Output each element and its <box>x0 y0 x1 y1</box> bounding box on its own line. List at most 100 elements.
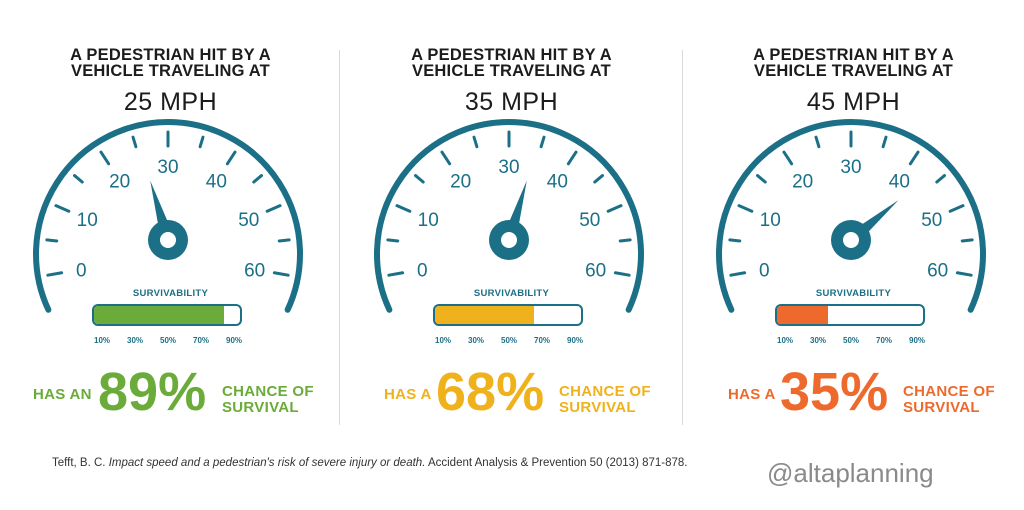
gauge-speed-label: 20 <box>792 171 813 192</box>
gauge-speed-label: 0 <box>76 260 87 281</box>
gauge-arc <box>374 119 644 313</box>
result-suffix: CHANCE OF SURVIVAL <box>559 384 651 416</box>
bar-tick: 70% <box>192 336 210 345</box>
panel-divider <box>682 50 683 425</box>
speedometer-gauge: 0 10 20 30 40 50 60 <box>716 119 986 313</box>
result-prefix: HAS A <box>728 386 776 403</box>
heading-line-1: A PEDESTRIAN HIT BY A <box>753 46 954 64</box>
gauge-major-tick <box>613 271 631 277</box>
gauge-major-tick <box>54 204 71 213</box>
gauge-major-tick <box>729 271 747 277</box>
gauge-minor-tick <box>935 174 946 184</box>
watermark: @altaplanning <box>767 458 934 488</box>
gauge-needle <box>846 200 899 246</box>
result-suffix-line-2: SURVIVAL <box>222 399 299 416</box>
gauge-minor-tick <box>252 174 263 184</box>
bar-tick: 30% <box>126 336 144 345</box>
result-percent: 89% <box>98 362 207 422</box>
gauge-minor-tick <box>960 238 974 243</box>
survivability-bar-fill <box>435 306 535 324</box>
gauge-minor-tick <box>131 135 138 149</box>
panel-divider <box>339 50 340 425</box>
result-suffix-line-1: CHANCE OF <box>903 383 995 400</box>
gauge-major-tick <box>387 271 405 277</box>
result-suffix: CHANCE OF SURVIVAL <box>903 384 995 416</box>
panel-35mph: A PEDESTRIAN HIT BY A VEHICLE TRAVELING … <box>341 0 682 440</box>
result-suffix-line-1: CHANCE OF <box>559 383 651 400</box>
bar-tick: 10% <box>776 336 794 345</box>
gauge-major-tick <box>782 150 794 166</box>
bar-tick: 70% <box>875 336 893 345</box>
needle-hub-center <box>501 232 517 248</box>
gauge-minor-tick <box>618 238 632 243</box>
result-suffix-line-2: SURVIVAL <box>559 399 636 416</box>
result-prefix: HAS AN <box>33 386 92 403</box>
survivability-label: SURVIVABILITY <box>473 288 550 299</box>
citation: Tefft, B. C. Impact speed and a pedestri… <box>52 457 688 469</box>
bar-tick: 30% <box>809 336 827 345</box>
gauge-minor-tick <box>539 135 546 149</box>
survivability-bar <box>775 304 925 326</box>
survivability-bar-fill <box>94 306 224 324</box>
heading-line-1: A PEDESTRIAN HIT BY A <box>70 46 271 64</box>
bar-tick: 30% <box>467 336 485 345</box>
gauge-speed-label: 30 <box>840 157 861 178</box>
gauge-speed-label: 50 <box>579 210 600 231</box>
bar-tick-labels: 10% 30% 50% 70% 90% <box>773 336 933 348</box>
heading-line-2: VEHICLE TRAVELING AT <box>71 62 270 80</box>
gauge-major-tick <box>265 204 282 213</box>
gauge-arc <box>716 119 986 313</box>
gauge-major-tick <box>606 204 623 213</box>
gauge-needle <box>502 180 527 243</box>
citation-title: Impact speed and a pedestrian's risk of … <box>108 457 426 469</box>
panel-heading: A PEDESTRIAN HIT BY A VEHICLE TRAVELING … <box>341 46 682 80</box>
bar-tick: 90% <box>566 336 584 345</box>
speedometer-gauge: 0 10 20 30 40 50 60 <box>374 119 644 313</box>
gauge-speed-label: 10 <box>760 210 781 231</box>
gauge-minor-tick <box>881 135 888 149</box>
result-percent: 35% <box>780 362 889 422</box>
citation-authors: Tefft, B. C. <box>52 457 106 469</box>
needle-hub-center <box>843 232 859 248</box>
survivability-bar <box>433 304 583 326</box>
gauge-major-tick <box>272 271 290 277</box>
survivability-label: SURVIVABILITY <box>815 288 892 299</box>
heading-line-1: A PEDESTRIAN HIT BY A <box>411 46 612 64</box>
bar-tick: 90% <box>225 336 243 345</box>
gauge-major-tick <box>955 271 973 277</box>
survivability-bar-fill <box>777 306 829 324</box>
gauge-speed-label: 30 <box>157 157 178 178</box>
bar-tick: 70% <box>533 336 551 345</box>
gauge-speed-label: 50 <box>238 210 259 231</box>
gauge-minor-tick <box>386 238 400 243</box>
result-suffix-line-1: CHANCE OF <box>222 383 314 400</box>
speedometer-gauge: 0 10 20 30 40 50 60 <box>33 119 303 313</box>
gauge-major-tick <box>46 271 64 277</box>
result-suffix-line-2: SURVIVAL <box>903 399 980 416</box>
gauge-major-tick <box>566 150 578 166</box>
survivability-label: SURVIVABILITY <box>132 288 209 299</box>
bar-tick: 10% <box>434 336 452 345</box>
gauge-speed-label: 60 <box>585 260 606 281</box>
gauge-needle <box>150 180 175 243</box>
heading-line-2: VEHICLE TRAVELING AT <box>754 62 953 80</box>
gauge-speed-label: 40 <box>206 171 227 192</box>
result-prefix: HAS A <box>384 386 432 403</box>
gauge-major-tick <box>440 150 452 166</box>
bar-tick: 50% <box>159 336 177 345</box>
gauge-major-tick <box>99 150 111 166</box>
citation-source: Accident Analysis & Prevention 50 (2013)… <box>427 457 688 469</box>
result-suffix: CHANCE OF SURVIVAL <box>222 384 314 416</box>
survival-result: HAS A 35% CHANCE OF SURVIVAL <box>683 362 1024 422</box>
gauge-major-tick <box>948 204 965 213</box>
gauge-speed-label: 60 <box>244 260 265 281</box>
gauge-speed-label: 0 <box>417 260 428 281</box>
bar-tick: 50% <box>842 336 860 345</box>
gauge-major-tick <box>225 150 237 166</box>
gauge-speed-label: 20 <box>109 171 130 192</box>
gauge-minor-tick <box>593 174 604 184</box>
gauge-speed-label: 20 <box>450 171 471 192</box>
gauge-speed-label: 10 <box>418 210 439 231</box>
gauge-major-tick <box>395 204 412 213</box>
gauge-minor-tick <box>414 174 425 184</box>
